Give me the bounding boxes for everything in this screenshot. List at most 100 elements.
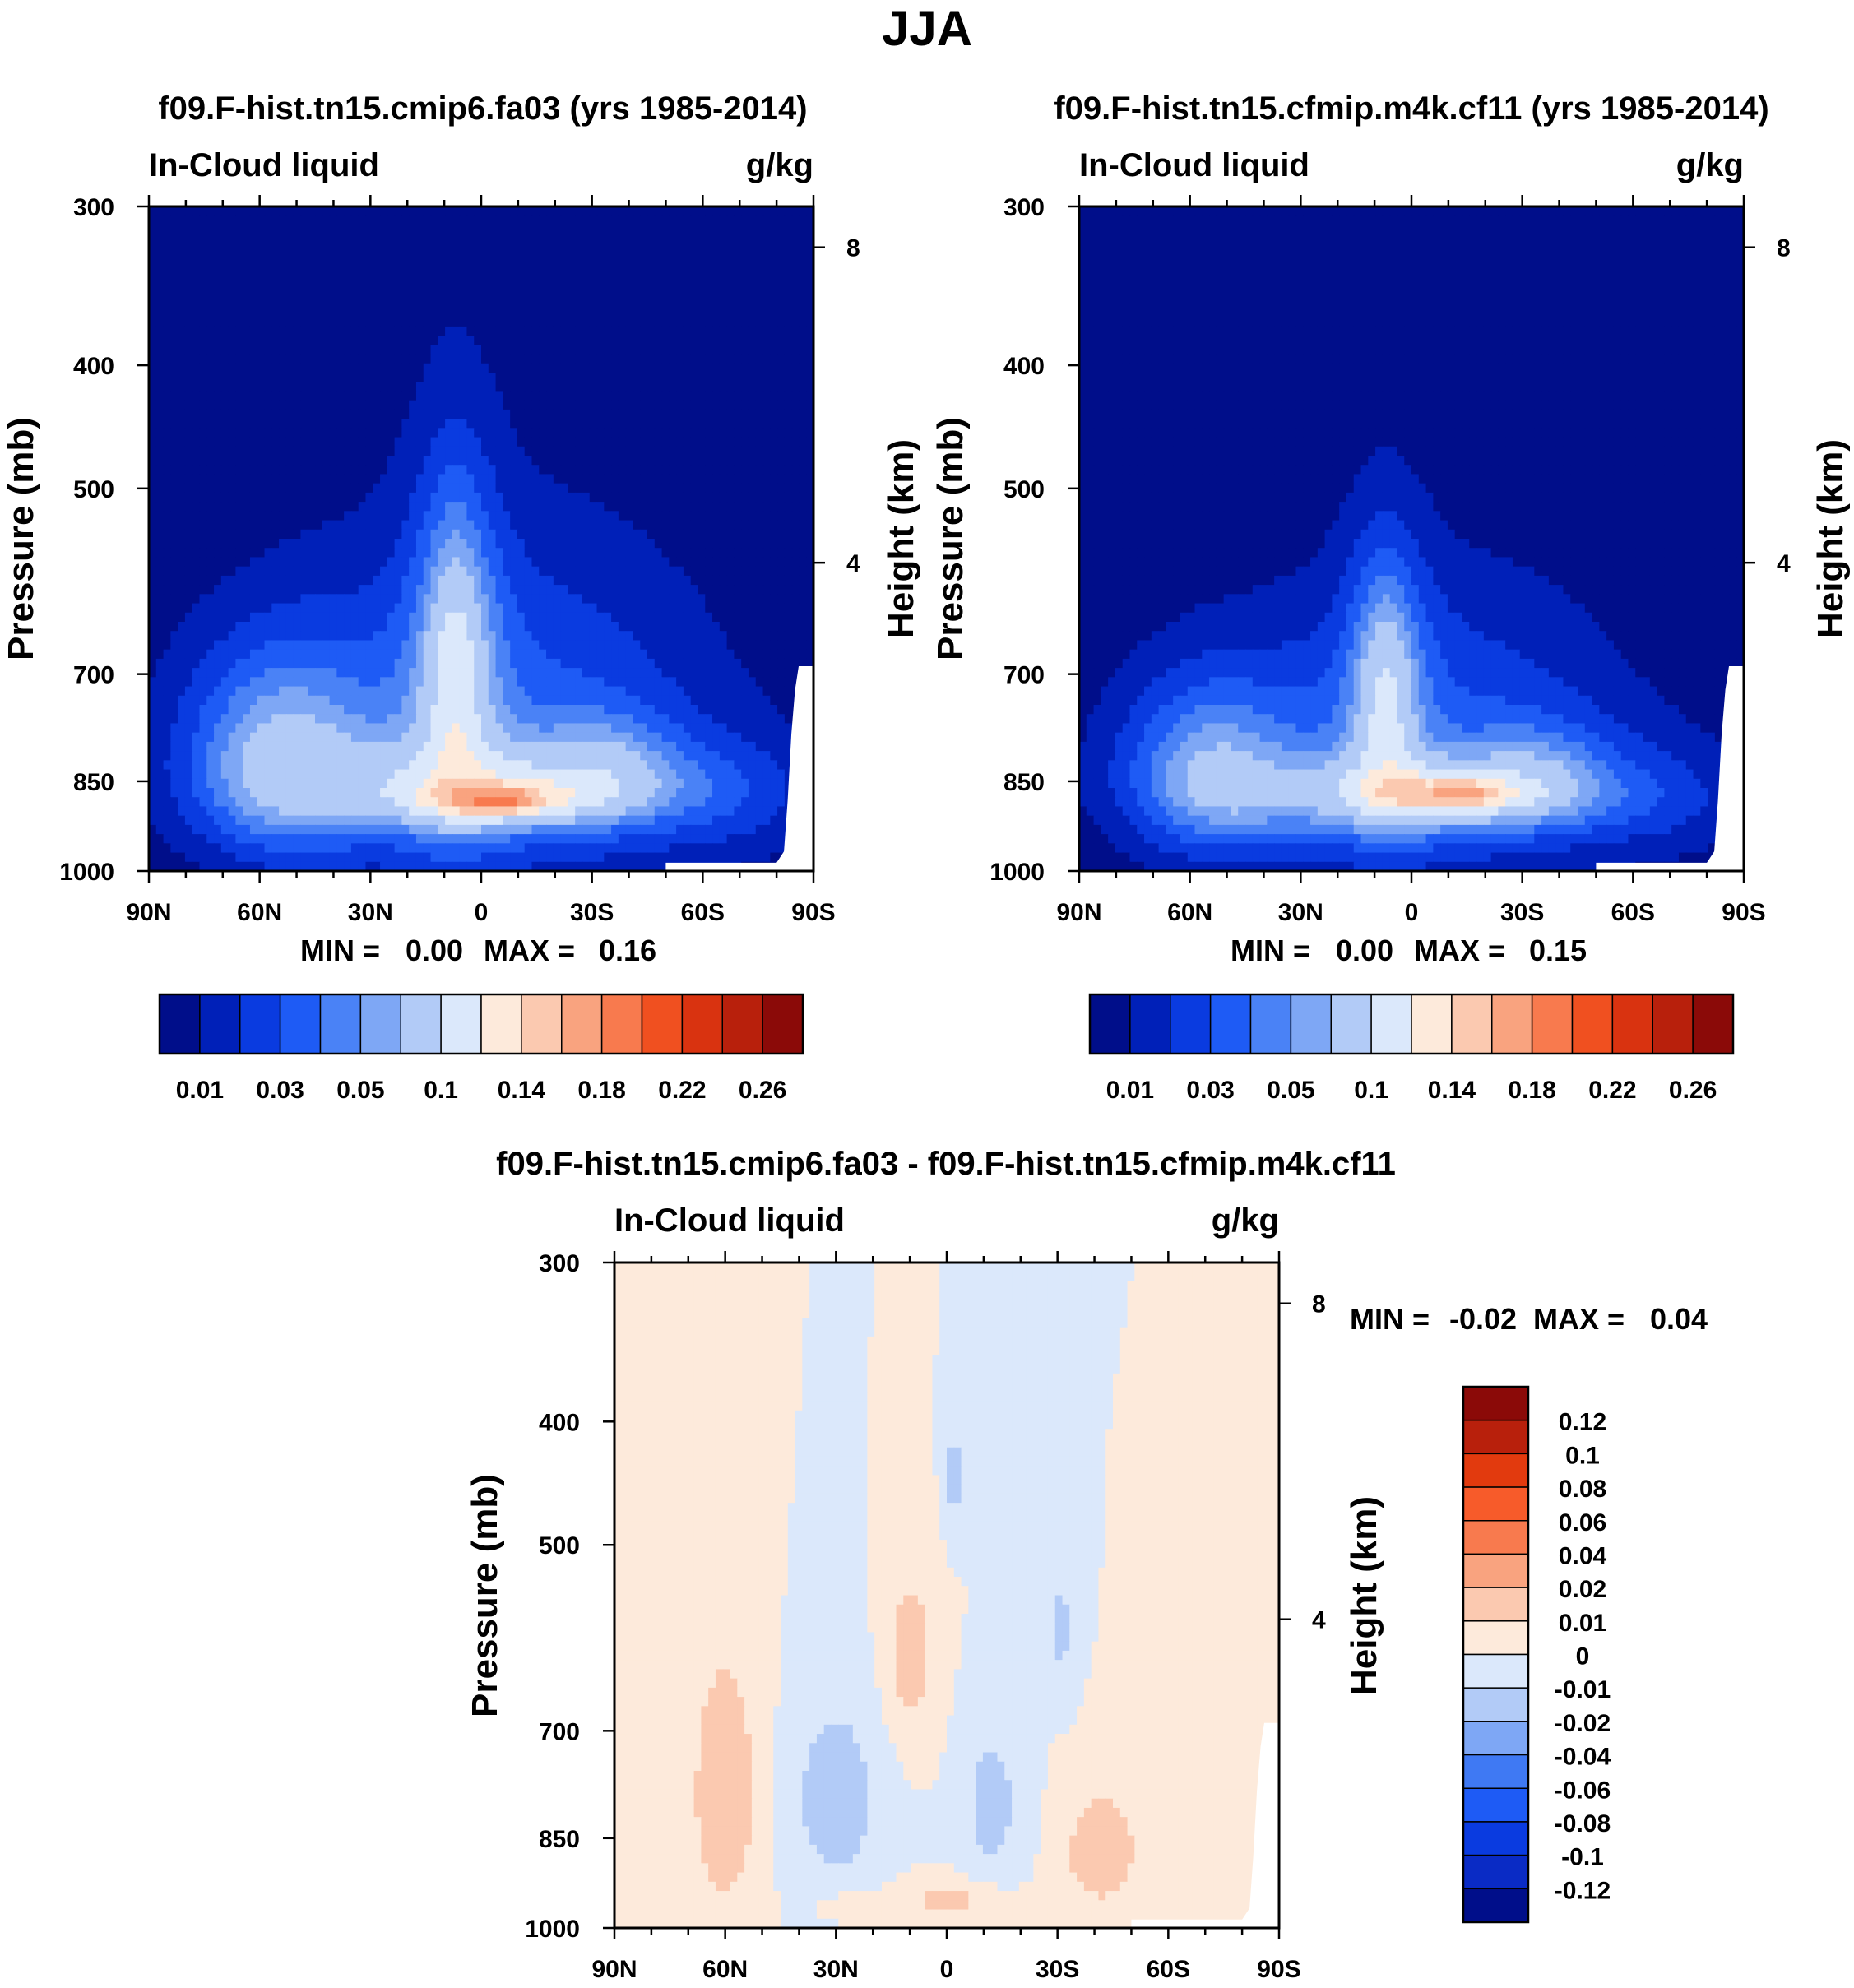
contour-cell (214, 326, 222, 336)
contour-cell (300, 658, 308, 669)
contour-cell (365, 511, 373, 521)
contour-cell (178, 400, 186, 410)
contour-cell (178, 511, 186, 521)
contour-cell (640, 594, 648, 605)
contour-cell (285, 253, 294, 262)
contour-cell (300, 206, 308, 216)
contour-cell (741, 225, 749, 235)
contour-cell (466, 280, 475, 290)
contour-cell (474, 308, 482, 318)
contour-cell (539, 400, 547, 410)
contour-cell (524, 382, 533, 392)
contour-cell (220, 326, 229, 336)
contour-cell (293, 658, 302, 669)
contour-cell (423, 280, 432, 290)
contour-cell (784, 363, 793, 373)
contour-cell (438, 640, 446, 651)
contour-cell (214, 400, 222, 410)
contour-cell (214, 640, 222, 651)
contour-cell (452, 280, 461, 290)
contour-cell (257, 299, 266, 309)
contour-cell (618, 539, 627, 549)
contour-cell (235, 206, 243, 216)
contour-cell (206, 234, 215, 244)
contour-cell (640, 631, 648, 642)
contour-cell (466, 225, 475, 235)
contour-cell (633, 243, 641, 253)
contour-cell (228, 575, 236, 586)
contour-cell (568, 446, 576, 456)
contour-cell (199, 529, 207, 540)
contour-cell (596, 622, 605, 632)
contour-cell (199, 520, 207, 531)
contour-cell (315, 253, 323, 262)
contour-cell (228, 345, 236, 355)
contour-cell (553, 539, 562, 549)
contour-cell (546, 409, 554, 419)
contour-cell (293, 456, 302, 466)
contour-cell (596, 326, 605, 336)
contour-cell (178, 446, 186, 456)
contour-cell (257, 409, 266, 419)
contour-cell (640, 363, 648, 373)
contour-cell (387, 308, 396, 318)
contour-cell (235, 575, 243, 586)
contour-cell (445, 539, 453, 549)
contour-cell (271, 640, 280, 651)
contour-cell (777, 539, 786, 549)
contour-cell (604, 585, 612, 595)
contour-cell (243, 575, 251, 586)
contour-cell (415, 206, 424, 216)
contour-cell (344, 373, 352, 382)
contour-cell (495, 271, 503, 281)
contour-cell (409, 492, 417, 503)
contour-cell (791, 557, 800, 568)
contour-cell (647, 382, 656, 392)
contour-cell (163, 225, 171, 235)
contour-cell (293, 308, 302, 318)
contour-cell (698, 225, 706, 235)
contour-cell (748, 290, 757, 299)
contour-cell (459, 345, 468, 355)
contour-cell (683, 382, 692, 392)
contour-cell (243, 686, 251, 697)
contour-cell (271, 695, 280, 706)
contour-cell (163, 354, 171, 364)
contour-cell (770, 206, 778, 216)
contour-cell (799, 336, 807, 345)
contour-cell (784, 502, 793, 512)
contour-cell (604, 511, 612, 521)
contour-cell (669, 363, 677, 373)
contour-cell (748, 317, 757, 327)
contour-cell (329, 299, 337, 309)
contour-cell (358, 529, 367, 540)
contour-cell (676, 437, 684, 447)
contour-cell (285, 511, 294, 521)
contour-cell (633, 409, 641, 419)
contour-cell (734, 658, 742, 669)
contour-cell (257, 603, 266, 614)
contour-cell (249, 686, 258, 697)
contour-cell (582, 271, 591, 281)
contour-cell (698, 465, 706, 475)
contour-cell (199, 456, 207, 466)
contour-cell (178, 456, 186, 466)
contour-cell (336, 326, 345, 336)
contour-cell (726, 566, 735, 577)
contour-cell (271, 336, 280, 345)
contour-cell (214, 575, 222, 586)
contour-cell (401, 474, 410, 484)
contour-cell (589, 539, 598, 549)
contour-cell (459, 492, 468, 503)
contour-cell (192, 640, 201, 651)
contour-cell (315, 539, 323, 549)
contour-cell (257, 400, 266, 410)
contour-cell (235, 345, 243, 355)
contour-cell (329, 539, 337, 549)
contour-cell (344, 419, 352, 429)
contour-cell (308, 409, 316, 419)
contour-cell (415, 428, 424, 438)
contour-cell (719, 465, 728, 475)
contour-cell (430, 594, 438, 605)
contour-cell (466, 354, 475, 364)
